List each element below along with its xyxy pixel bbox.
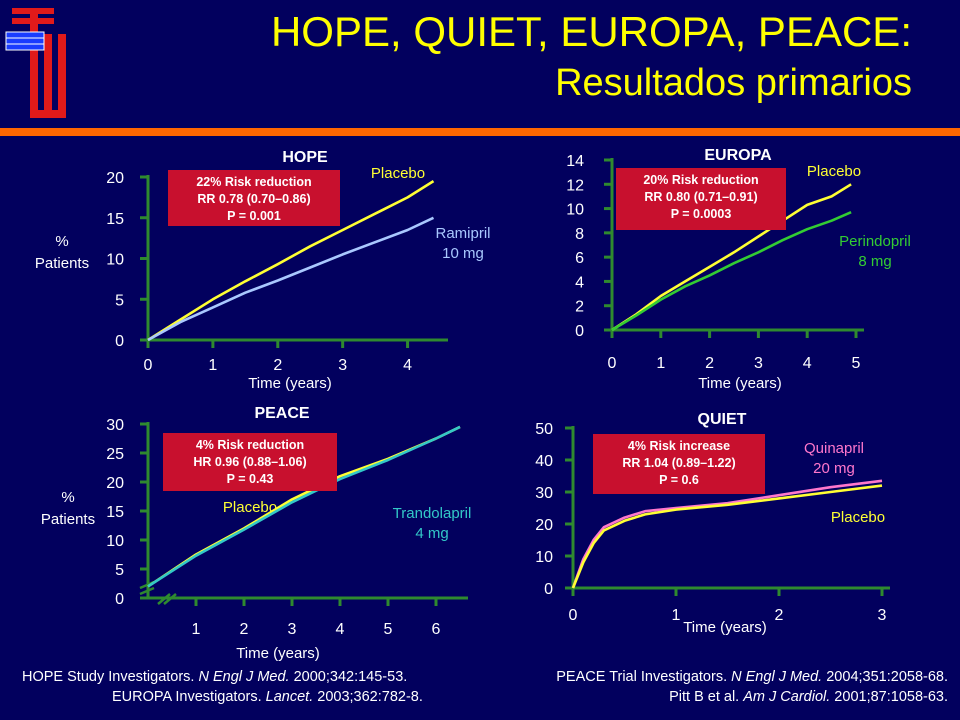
europa-x-tick-label: 4 — [803, 355, 812, 372]
peace-x-tick-label: 2 — [240, 621, 249, 638]
europa-series-line-2 — [611, 211, 852, 332]
peace-x-tick-label: 3 — [288, 621, 297, 638]
europa-y-tick-label: 6 — [575, 250, 584, 267]
peace-result-box-text: P = 0.43 — [227, 472, 274, 486]
quiet-y-tick-label: 50 — [535, 421, 553, 438]
quiet-x-tick-label: 0 — [569, 607, 578, 624]
hope-chart-title: HOPE — [282, 149, 328, 166]
europa-y-tick-label: 10 — [566, 202, 584, 219]
accent-divider — [0, 128, 960, 136]
europa-x-tick-label: 3 — [754, 355, 763, 372]
hope-series-line-1 — [147, 179, 435, 342]
quiet-y-tick-label: 20 — [535, 517, 553, 534]
peace-result-box-text: HR 0.96 (0.88–1.06) — [193, 455, 306, 469]
quiet-result-box-text: RR 1.04 (0.89–1.22) — [622, 456, 735, 470]
peace-x-axis-label: Time (years) — [236, 645, 320, 662]
europa-x-tick-label: 2 — [705, 355, 714, 372]
hope-result-box-text: 22% Risk reduction — [196, 175, 311, 189]
peace-y-tick-label: 10 — [106, 533, 124, 550]
europa-result-box-text: P = 0.0003 — [671, 207, 732, 221]
peace-x-tick-label: 6 — [432, 621, 441, 638]
quiet-result-box-text: 4% Risk increase — [628, 439, 730, 453]
europa-x-tick-label: 0 — [608, 355, 617, 372]
hope-series-label-2: Ramipril 10 mg — [435, 225, 490, 262]
quiet-result-box — [593, 434, 765, 494]
citation-left-2: EUROPA Investigators. Lancet. 2003;362:7… — [112, 689, 423, 705]
peace-result-box-text: 4% Risk reduction — [196, 438, 304, 452]
hope-result-box-text: P = 0.001 — [227, 209, 281, 223]
hope-y-tick-label: 5 — [115, 292, 124, 309]
hope-x-tick-label: 4 — [403, 357, 412, 374]
quiet-series-line-1 — [571, 479, 883, 589]
peace-y-tick-label: 25 — [106, 446, 124, 463]
peace-y-tick-label: 15 — [106, 504, 124, 521]
peace-y-tick-label: 5 — [115, 562, 124, 579]
europa-y-tick-label: 4 — [575, 274, 584, 291]
quiet-series-line-2 — [571, 484, 883, 589]
peace-x-tick-label: 4 — [336, 621, 345, 638]
quiet-y-tick-label: 0 — [544, 581, 553, 598]
peace-x-tick-label: 5 — [384, 621, 393, 638]
quiet-x-tick-label: 2 — [775, 607, 784, 624]
quiet-x-axis-label: Time (years) — [683, 619, 767, 636]
peace-series-label-2: Trandolapril 4 mg — [393, 505, 472, 542]
europa-y-tick-label: 2 — [575, 299, 584, 316]
hope-result-box-text: RR 0.78 (0.70–0.86) — [197, 192, 310, 206]
peace-y-tick-label: 30 — [106, 417, 124, 434]
europa-result-box-text: RR 0.80 (0.71–0.91) — [644, 190, 757, 204]
europa-x-tick-label: 5 — [852, 355, 861, 372]
quiet-chart-title: QUIET — [698, 411, 747, 428]
quiet-series-label-2: Placebo — [831, 509, 885, 526]
hope-y-tick-label: 0 — [115, 333, 124, 350]
peace-result-box — [163, 433, 337, 491]
hope-x-tick-label: 2 — [273, 357, 282, 374]
europa-series-line-1 — [611, 183, 852, 332]
europa-y-tick-label: 14 — [566, 153, 584, 170]
hope-x-tick-label: 3 — [338, 357, 347, 374]
europa-result-box — [616, 168, 786, 230]
peace-chart-title: PEACE — [254, 405, 309, 422]
hope-series-label-1: Placebo — [371, 165, 425, 182]
hope-result-box — [168, 170, 340, 226]
europa-chart-title: EUROPA — [704, 147, 772, 164]
hope-y-tick-label: 20 — [106, 170, 124, 187]
citation-left-1: HOPE Study Investigators. N Engl J Med. … — [22, 669, 408, 685]
hope-y-tick-label: 15 — [106, 211, 124, 228]
europa-series-label-1: Placebo — [807, 163, 861, 180]
europa-x-axis-label: Time (years) — [698, 375, 782, 392]
europa-y-tick-label: 0 — [575, 323, 584, 340]
europa-x-tick-label: 1 — [656, 355, 665, 372]
hope-x-tick-label: 1 — [208, 357, 217, 374]
europa-result-box-text: 20% Risk reduction — [643, 173, 758, 187]
europa-y-tick-label: 12 — [566, 177, 584, 194]
europa-y-tick-label: 8 — [575, 226, 584, 243]
slide-title-line2: Resultados primarios — [555, 62, 912, 104]
hope-series-line-2 — [147, 216, 435, 342]
quiet-y-tick-label: 10 — [535, 549, 553, 566]
institution-logo — [5, 8, 66, 118]
hope-x-axis-label: Time (years) — [248, 375, 332, 392]
peace-y-tick-label: 20 — [106, 475, 124, 492]
peace-y-tick-label: 0 — [115, 591, 124, 608]
hope-y-tick-label: 10 — [106, 252, 124, 269]
europa-series-label-2: Perindopril 8 mg — [839, 233, 911, 270]
quiet-x-tick-label: 3 — [878, 607, 887, 624]
peace-y-axis-label: % Patients — [41, 489, 95, 528]
peace-axis-break-mark — [139, 580, 177, 605]
peace-x-tick-label: 1 — [192, 621, 201, 638]
citation-right-2: Pitt B et al. Am J Cardiol. 2001;87:1058… — [669, 689, 948, 705]
peace-series-label-1: Placebo — [223, 499, 277, 516]
hope-y-axis-label: % Patients — [35, 233, 89, 272]
quiet-y-tick-label: 40 — [535, 453, 553, 470]
slide-title-line1: HOPE, QUIET, EUROPA, PEACE: — [270, 8, 912, 55]
hope-x-tick-label: 0 — [144, 357, 153, 374]
quiet-result-box-text: P = 0.6 — [659, 473, 699, 487]
citation-right-1: PEACE Trial Investigators. N Engl J Med.… — [556, 669, 948, 685]
quiet-series-label-1: Quinapril 20 mg — [804, 440, 864, 477]
quiet-y-tick-label: 30 — [535, 485, 553, 502]
quiet-x-tick-label: 1 — [672, 607, 681, 624]
